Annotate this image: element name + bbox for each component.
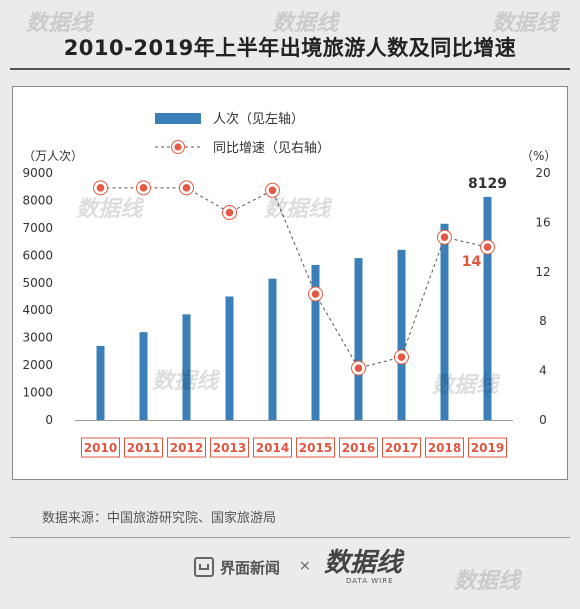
jiemian-brand: 界面新闻 <box>194 554 280 580</box>
footer-divider <box>10 537 570 538</box>
bar <box>483 196 492 420</box>
bar <box>354 258 363 420</box>
year-box <box>339 437 378 458</box>
chart-title: 2010-2019年上半年出境旅游人数及同比增速 <box>63 36 517 60</box>
bar <box>182 314 191 420</box>
jiemian-brand-name: 界面新闻 <box>220 558 281 577</box>
left-tick-label: 2000 <box>22 358 53 372</box>
right-tick-label: 20 <box>535 166 550 180</box>
year-box <box>296 437 335 458</box>
left-tick-label: 5000 <box>22 276 53 290</box>
growth-marker <box>96 184 105 192</box>
year-box <box>167 437 206 458</box>
year-label: 2016 <box>342 441 375 455</box>
growth-marker <box>354 364 363 372</box>
growth-marker <box>440 233 449 242</box>
right-tick-label: 12 <box>535 265 550 279</box>
growth-marker <box>182 184 191 192</box>
bar <box>397 249 406 420</box>
year-box <box>210 437 249 458</box>
jiemian-logo-icon <box>194 557 214 577</box>
growth-marker <box>311 290 320 298</box>
left-tick-label: 9000 <box>22 166 53 180</box>
year-box <box>382 437 421 458</box>
left-axis-unit: （万人次） <box>23 149 83 163</box>
year-box <box>124 437 163 458</box>
growth-marker <box>225 208 234 217</box>
bar <box>225 296 234 420</box>
right-axis-unit: （%） <box>521 149 556 163</box>
left-tick-label: 7000 <box>22 221 53 235</box>
year-label: 2012 <box>170 441 203 455</box>
title-divider <box>10 68 570 70</box>
chart-panel: 人次（见左轴） 同比增速（见右轴） （万人次） （%） 0 1000 2000 3000 400… <box>12 86 568 480</box>
data-source: 数据来源：中国旅游研究院、国家旅游局 <box>42 511 277 526</box>
data-wire-logo-subtext: DATA WIRE <box>346 577 394 585</box>
year-label: 2015 <box>299 441 332 455</box>
year-label: 2018 <box>428 441 461 455</box>
data-wire-logo-text: 数据线 <box>324 548 405 578</box>
growth-marker <box>268 186 277 195</box>
year-box <box>468 437 507 458</box>
left-tick-label: 8000 <box>22 193 53 207</box>
legend-marker-dot <box>174 143 182 151</box>
data-wire-logo: 数据线 DATA WIRE <box>324 548 405 585</box>
growth-line <box>100 187 488 369</box>
bar <box>96 345 105 420</box>
legend-label-line: 同比增速（见右轴） <box>213 141 330 156</box>
year-label: 2013 <box>213 441 246 455</box>
growth-marker <box>397 353 406 361</box>
year-box <box>81 437 120 458</box>
right-tick-label: 8 <box>539 314 547 328</box>
bar <box>139 332 148 420</box>
left-tick-label: 6000 <box>22 248 53 262</box>
bar <box>440 223 449 420</box>
right-tick-label: 0 <box>539 413 547 427</box>
svg-text:数据线: 数据线 <box>454 568 522 594</box>
bar-value-label: 8129 <box>468 176 507 192</box>
left-tick-label: 1000 <box>22 386 53 400</box>
right-tick-label: 16 <box>535 215 550 229</box>
year-label: 2017 <box>385 441 418 455</box>
right-tick-label: 4 <box>539 364 547 378</box>
growth-marker <box>483 243 492 251</box>
bar <box>311 264 320 420</box>
left-tick-label: 3000 <box>22 331 53 345</box>
combo-chart: 人次（见左轴） 同比增速（见右轴） （万人次） （%） 0 1000 2000 3000 400… <box>22 111 556 458</box>
year-label: 2019 <box>471 441 504 455</box>
legend-bar-swatch <box>155 113 201 124</box>
left-tick-label: 4000 <box>22 303 53 317</box>
year-label: 2010 <box>84 441 117 455</box>
year-label: 2011 <box>127 441 160 455</box>
brand-separator: × <box>299 558 311 574</box>
year-box <box>425 437 464 458</box>
growth-marker <box>139 184 148 192</box>
growth-value-label: 14 <box>462 254 482 270</box>
legend-label-bars: 人次（见左轴） <box>213 111 304 127</box>
left-tick-label: 0 <box>45 413 53 427</box>
year-label: 2014 <box>256 441 289 455</box>
bar <box>268 278 277 420</box>
year-box <box>253 437 292 458</box>
watermark-icon: 数据线 <box>454 568 522 594</box>
